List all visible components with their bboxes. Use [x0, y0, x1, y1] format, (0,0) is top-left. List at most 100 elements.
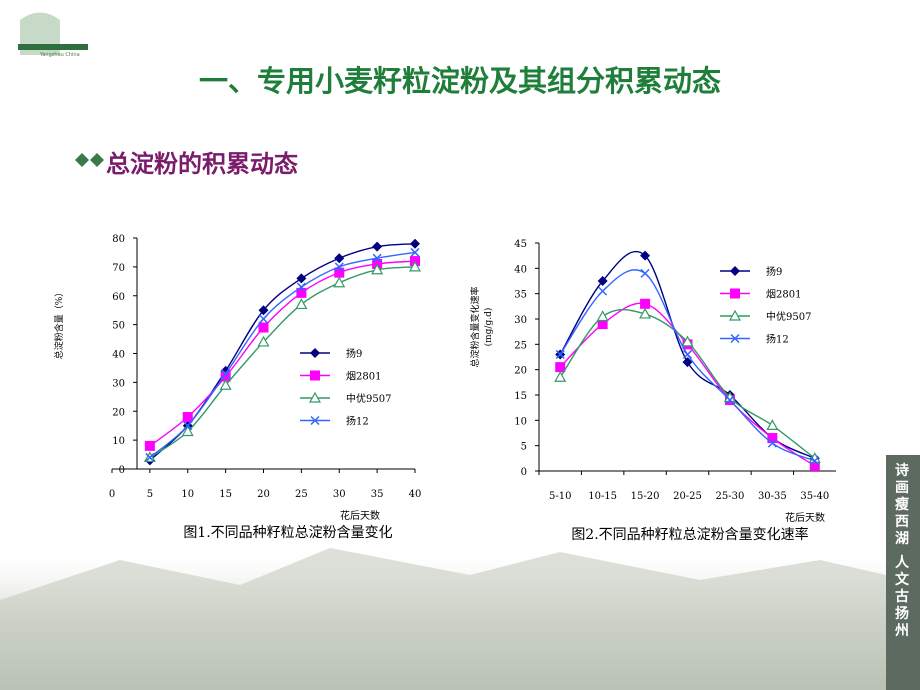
marker	[728, 309, 742, 321]
legend-label: 扬9	[346, 347, 362, 360]
y-tick-label: 20	[112, 407, 125, 418]
marker	[730, 266, 740, 276]
slide-subtitle: 总淀粉的积累动态	[106, 149, 298, 178]
side-banner: 诗画瘦西湖 人文古扬州	[886, 455, 920, 690]
marker	[144, 440, 155, 451]
legend-label: 中优9507	[766, 310, 811, 323]
side-text: 人文古扬州	[895, 555, 909, 639]
legend-label: 中优9507	[346, 392, 391, 405]
y-axis-label: 总淀粉含量变化速率	[469, 286, 481, 367]
x-tick-label: 35-40	[800, 491, 829, 502]
marker	[296, 287, 307, 298]
y-tick-label: 30	[514, 315, 527, 326]
marker	[333, 276, 346, 288]
y-tick-label: 15	[514, 391, 527, 402]
marker	[555, 349, 565, 359]
marker	[183, 421, 193, 431]
x-tick-label: 15-20	[631, 491, 660, 502]
marker	[372, 253, 382, 263]
marker	[410, 247, 420, 257]
y-tick-label: 40	[112, 350, 125, 361]
y-axis-label: 总淀粉含量（%）	[53, 288, 65, 360]
y-tick-label: 20	[514, 366, 527, 377]
marker	[334, 253, 345, 264]
marker	[596, 310, 609, 322]
legend-label: 烟2801	[766, 288, 801, 301]
legend-label: 扬12	[346, 415, 369, 428]
marker	[598, 286, 608, 296]
marker	[258, 322, 269, 333]
marker	[219, 379, 232, 390]
logo-text: Yangzhou China	[40, 52, 80, 58]
marker	[310, 415, 320, 426]
chart-caption: 图2.不同品种籽粒总淀粉含量变化速率	[571, 526, 808, 543]
y-tick-label: 10	[514, 416, 527, 427]
marker	[555, 362, 566, 373]
marker	[182, 412, 193, 423]
marker	[597, 319, 608, 330]
marker	[640, 268, 650, 278]
y-tick-label: 40	[514, 264, 527, 275]
y-tick-label: 60	[112, 292, 125, 303]
marker	[181, 425, 194, 437]
marker	[258, 314, 269, 324]
x-tick-label: 25-30	[716, 491, 745, 502]
marker	[597, 276, 608, 286]
marker	[554, 371, 567, 382]
marker	[371, 263, 384, 275]
slide-title: 一、专用小麦籽粒淀粉及其组分积累动态	[198, 64, 721, 98]
marker	[810, 456, 820, 466]
y-tick-label: 10	[112, 436, 125, 447]
marker	[220, 365, 231, 376]
marker	[809, 460, 820, 471]
x-tick-label: 10	[181, 489, 194, 500]
marker	[296, 282, 306, 292]
marker	[334, 267, 345, 278]
marker	[221, 369, 231, 379]
legend-label: 扬12	[766, 333, 789, 346]
y-tick-label: 80	[112, 234, 125, 245]
y-tick-label: 30	[112, 378, 125, 389]
series-line	[149, 251, 416, 458]
marker	[145, 452, 155, 462]
marker	[767, 438, 777, 448]
legend-label: 扬9	[766, 265, 782, 278]
x-tick-label: 5	[147, 489, 153, 500]
y-tick-label: 0	[521, 467, 527, 478]
x-tick-label: 40	[409, 489, 422, 500]
marker	[295, 298, 308, 310]
y-tick-label: 25	[514, 340, 527, 351]
marker	[310, 348, 320, 358]
x-tick-label: 20	[257, 489, 270, 500]
marker	[640, 298, 651, 309]
y-tick-label: 35	[514, 290, 527, 301]
marker	[258, 305, 269, 316]
marker	[682, 349, 693, 359]
marker	[730, 288, 740, 299]
x-axis-label: 花后天数	[340, 509, 380, 522]
legend-label: 烟2801	[346, 370, 381, 383]
marker	[682, 357, 693, 368]
x-tick-label: 15	[219, 489, 232, 500]
x-tick-label: 20-25	[673, 491, 702, 502]
marker	[639, 307, 652, 319]
x-tick-label: 25	[295, 489, 308, 500]
chart-caption: 图1.不同品种籽粒总淀粉含量变化	[183, 525, 392, 541]
y-tick-label: 0	[119, 465, 125, 476]
marker	[681, 335, 694, 347]
marker	[220, 371, 231, 382]
marker	[766, 419, 779, 430]
marker	[310, 370, 320, 381]
x-axis-label: 花后天数	[785, 511, 825, 524]
marker	[730, 333, 740, 344]
marker	[372, 241, 383, 252]
x-tick-label: 5-10	[549, 491, 571, 502]
x-tick-label: 30	[333, 489, 346, 500]
marker	[408, 260, 422, 272]
x-tick-label: 10-15	[588, 491, 617, 502]
marker	[334, 262, 344, 272]
x-tick-label: 30-35	[758, 491, 787, 502]
